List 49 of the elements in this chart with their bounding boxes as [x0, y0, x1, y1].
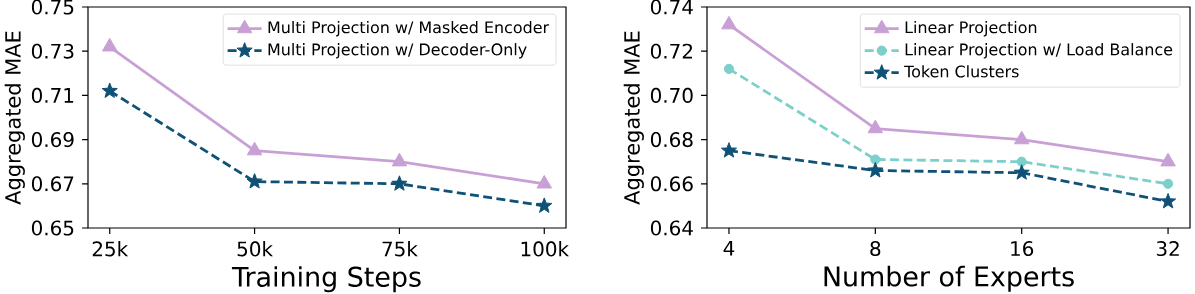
- point: [867, 119, 884, 134]
- point: [1013, 130, 1030, 145]
- x-tick-label: 25k: [92, 241, 129, 257]
- point: [1159, 193, 1177, 209]
- point: [720, 142, 738, 158]
- point: [723, 63, 735, 74]
- point: [101, 82, 118, 98]
- y-tick-label: 0.70: [650, 87, 693, 103]
- y-tick-label: 0.73: [31, 43, 74, 59]
- point: [1013, 164, 1030, 180]
- point: [721, 15, 737, 30]
- y-tick-label: 0.67: [31, 176, 74, 192]
- point: [101, 37, 118, 52]
- legend-label: Linear Projection w/ Load Balance: [905, 43, 1173, 59]
- y-tick-label: 0.71: [31, 87, 74, 103]
- point: [870, 154, 881, 165]
- point: [1016, 156, 1027, 167]
- x-axis-title: Training Steps: [231, 266, 421, 293]
- point: [391, 152, 408, 167]
- x-tick-label: 32: [1156, 241, 1179, 257]
- x-axis-title: Number of Experts: [824, 265, 1074, 292]
- point: [536, 197, 553, 213]
- legend-label: Linear Projection: [905, 21, 1037, 37]
- y-tick-label: 0.75: [31, 0, 74, 15]
- x-tick-label: 8: [870, 241, 881, 257]
- y-tick-label: 0.64: [650, 220, 693, 236]
- y-tick-label: 0.68: [650, 132, 693, 148]
- x-tick-label: 16: [1011, 241, 1034, 257]
- x-tick-label: 75k: [382, 241, 418, 257]
- legend-label: Token Clusters: [904, 65, 1019, 78]
- y-tick-label: 0.65: [31, 220, 74, 236]
- legend-label: Multi Projection w/ Decoder-Only: [268, 43, 527, 59]
- point: [1162, 178, 1174, 189]
- x-tick-label: 4: [723, 241, 735, 256]
- point: [867, 162, 884, 178]
- x-tick-label: 100k: [521, 241, 569, 257]
- point: [1160, 152, 1176, 167]
- y-tick-label: 0.72: [650, 43, 692, 59]
- point: [246, 141, 263, 156]
- y-tick-label: 0.66: [650, 176, 693, 192]
- point: [246, 173, 263, 189]
- legend-label: Multi Projection w/ Masked Encoder: [268, 21, 550, 37]
- point: [536, 174, 553, 189]
- y-axis-title: Aggregated MAE: [4, 31, 25, 205]
- point: [391, 175, 408, 191]
- y-tick-label: 0.69: [31, 132, 74, 148]
- x-tick-label: 50k: [237, 241, 273, 257]
- y-axis-title: Aggregated MAE: [623, 31, 644, 205]
- y-tick-label: 0.74: [650, 0, 693, 15]
